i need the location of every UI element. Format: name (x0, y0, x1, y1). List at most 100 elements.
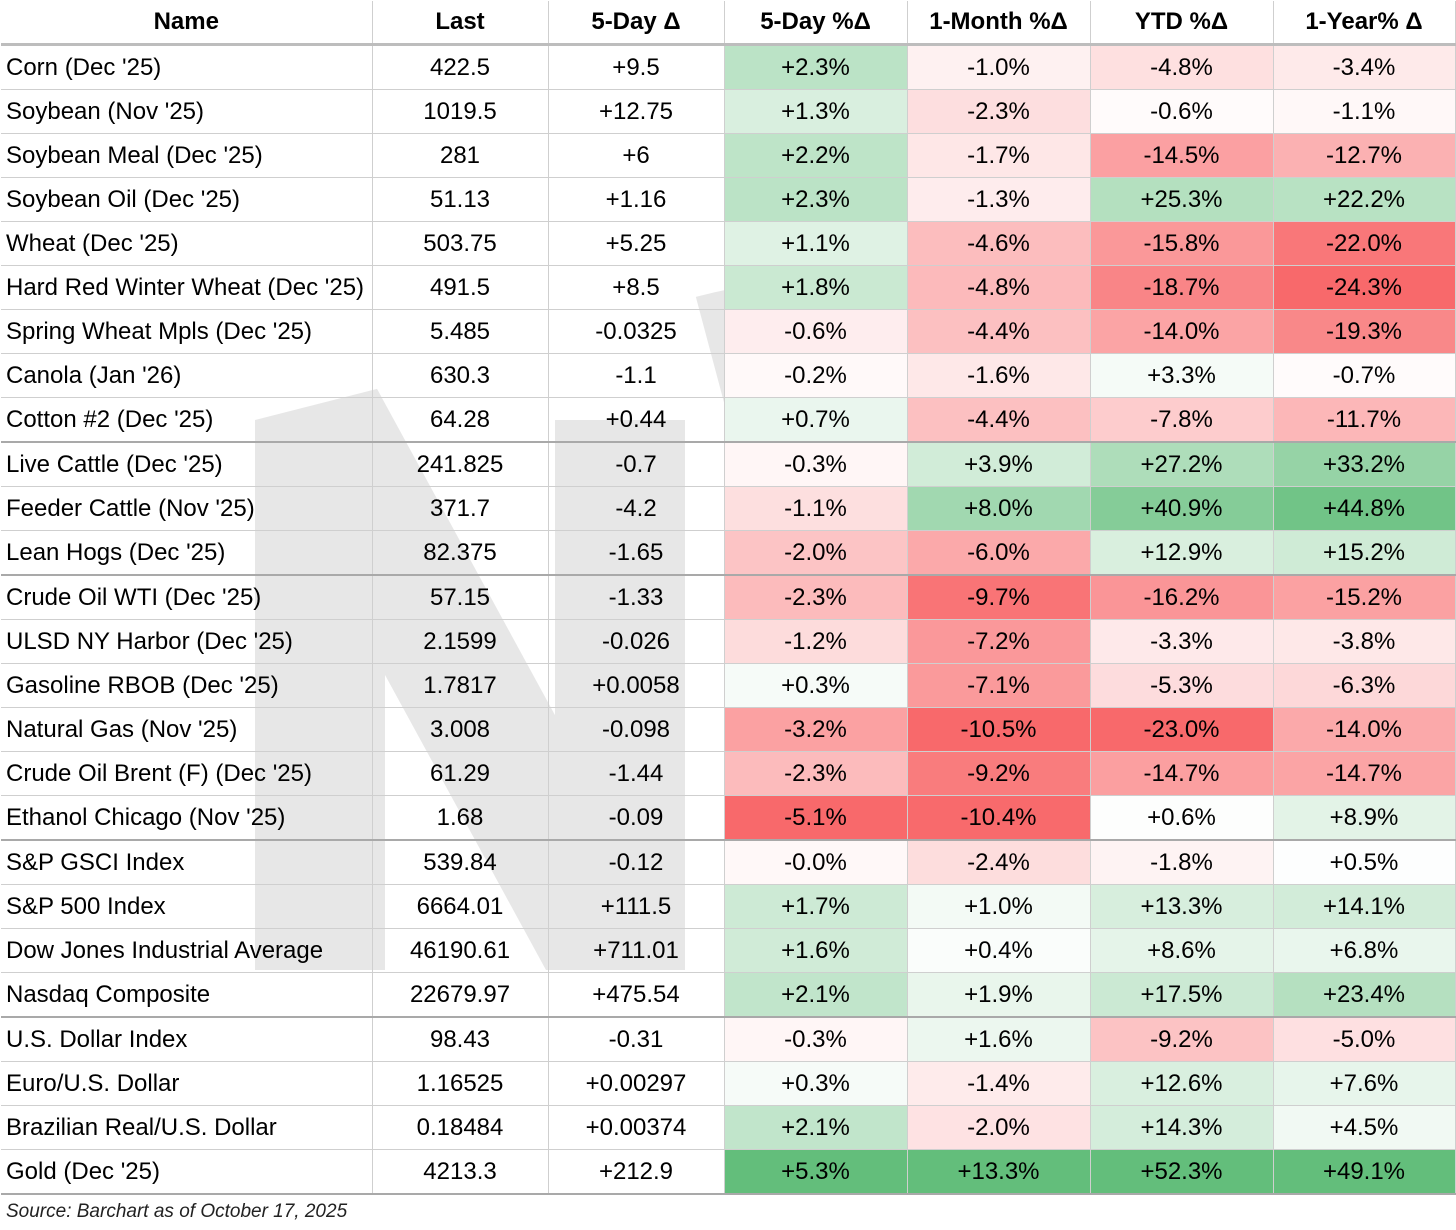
cell-ytd-pct: -14.7% (1090, 751, 1274, 796)
table-row: Hard Red Winter Wheat (Dec '25) 491.5 +8.5… (1, 265, 1456, 310)
table-row: Crude Oil Brent (F) (Dec '25) 61.29 -1.44 -… (1, 751, 1456, 796)
cell-1month-pct: +3.9% (907, 442, 1091, 487)
cell-ytd-pct: -0.6% (1090, 89, 1274, 134)
cell-1month-pct: +0.4% (907, 928, 1091, 973)
cell-ytd-pct: +52.3% (1090, 1149, 1274, 1195)
cell-5day-pct: -0.2% (724, 353, 908, 398)
cell-last: 57.15 (372, 575, 549, 620)
cell-ytd-pct: -3.3% (1090, 619, 1274, 664)
cell-5day-change: +711.01 (548, 928, 725, 973)
cell-5day-pct: +1.8% (724, 265, 908, 310)
table-row: Gasoline RBOB (Dec '25) 1.7817 +0.0058 +0.3… (1, 663, 1456, 708)
cell-ytd-pct: -7.8% (1090, 397, 1274, 443)
cell-5day-change: +0.0058 (548, 663, 725, 708)
cell-name: Hard Red Winter Wheat (Dec '25) (1, 265, 373, 310)
table-row: ULSD NY Harbor (Dec '25) 2.1599 -0.026 -1.2… (1, 619, 1456, 664)
cell-5day-change: -0.026 (548, 619, 725, 664)
cell-5day-change: +475.54 (548, 972, 725, 1018)
header-5day-pct: 5-Day %Δ (724, 1, 908, 46)
cell-1month-pct: +8.0% (907, 486, 1091, 531)
cell-5day-pct: -2.0% (724, 530, 908, 576)
header-5day-change: 5-Day Δ (548, 1, 725, 46)
cell-5day-change: -1.65 (548, 530, 725, 576)
cell-1month-pct: +1.9% (907, 972, 1091, 1018)
cell-5day-change: +0.00374 (548, 1105, 725, 1150)
cell-name: Soybean (Nov '25) (1, 89, 373, 134)
cell-5day-change: -4.2 (548, 486, 725, 531)
cell-1year-pct: +6.8% (1273, 928, 1456, 973)
cell-1month-pct: -4.4% (907, 397, 1091, 443)
cell-last: 241.825 (372, 442, 549, 487)
cell-name: Wheat (Dec '25) (1, 221, 373, 266)
cell-ytd-pct: -5.3% (1090, 663, 1274, 708)
cell-1year-pct: +4.5% (1273, 1105, 1456, 1150)
cell-ytd-pct: +14.3% (1090, 1105, 1274, 1150)
cell-name: Crude Oil Brent (F) (Dec '25) (1, 751, 373, 796)
cell-1year-pct: -5.0% (1273, 1017, 1456, 1062)
table-row: Euro/U.S. Dollar 1.16525 +0.00297 +0.3% -1.4… (1, 1061, 1456, 1106)
cell-name: Corn (Dec '25) (1, 44, 373, 90)
cell-5day-pct: +0.3% (724, 1061, 908, 1106)
table-row: Lean Hogs (Dec '25) 82.375 -1.65 -2.0% -6.0%… (1, 530, 1456, 576)
cell-name: Natural Gas (Nov '25) (1, 707, 373, 752)
cell-5day-change: +8.5 (548, 265, 725, 310)
cell-1month-pct: -6.0% (907, 530, 1091, 576)
cell-name: Soybean Oil (Dec '25) (1, 177, 373, 222)
table-row: Nasdaq Composite 22679.97 +475.54 +2.1% +1.9… (1, 972, 1456, 1018)
cell-name: Cotton #2 (Dec '25) (1, 397, 373, 443)
cell-5day-change: -1.44 (548, 751, 725, 796)
cell-5day-pct: +2.3% (724, 177, 908, 222)
cell-5day-change: +1.16 (548, 177, 725, 222)
cell-1month-pct: +1.6% (907, 1017, 1091, 1062)
cell-1year-pct: -6.3% (1273, 663, 1456, 708)
cell-5day-pct: +0.7% (724, 397, 908, 443)
cell-name: Spring Wheat Mpls (Dec '25) (1, 309, 373, 354)
cell-last: 61.29 (372, 751, 549, 796)
cell-name: Feeder Cattle (Nov '25) (1, 486, 373, 531)
cell-5day-pct: +0.3% (724, 663, 908, 708)
cell-1year-pct: +15.2% (1273, 530, 1456, 576)
table-row: Soybean Oil (Dec '25) 51.13 +1.16 +2.3% -1.3… (1, 177, 1456, 222)
cell-1month-pct: +1.0% (907, 884, 1091, 929)
cell-1year-pct: -3.4% (1273, 44, 1456, 90)
cell-5day-pct: +5.3% (724, 1149, 908, 1195)
table-row: Cotton #2 (Dec '25) 64.28 +0.44 +0.7% -4.4% -… (1, 397, 1456, 443)
cell-name: S&P GSCI Index (1, 840, 373, 885)
cell-last: 281 (372, 133, 549, 178)
header-1year-pct: 1-Year% Δ (1273, 1, 1456, 46)
cell-name: Gasoline RBOB (Dec '25) (1, 663, 373, 708)
cell-5day-change: -1.33 (548, 575, 725, 620)
cell-1month-pct: -2.3% (907, 89, 1091, 134)
cell-last: 64.28 (372, 397, 549, 443)
cell-1month-pct: +13.3% (907, 1149, 1091, 1195)
cell-ytd-pct: -1.8% (1090, 840, 1274, 885)
cell-ytd-pct: -18.7% (1090, 265, 1274, 310)
cell-5day-pct: +1.7% (724, 884, 908, 929)
cell-1year-pct: +33.2% (1273, 442, 1456, 487)
cell-1month-pct: -7.1% (907, 663, 1091, 708)
price-change-table-wrapper: Name Last 5-Day Δ 5-Day %Δ 1-Month %Δ YT… (1, 1, 1456, 1195)
cell-5day-change: -0.098 (548, 707, 725, 752)
cell-5day-pct: +1.6% (724, 928, 908, 973)
cell-5day-change: -1.1 (548, 353, 725, 398)
cell-1year-pct: +22.2% (1273, 177, 1456, 222)
cell-last: 371.7 (372, 486, 549, 531)
cell-name: Ethanol Chicago (Nov '25) (1, 795, 373, 841)
cell-last: 1.7817 (372, 663, 549, 708)
cell-last: 630.3 (372, 353, 549, 398)
cell-1year-pct: +8.9% (1273, 795, 1456, 841)
cell-name: Canola (Jan '26) (1, 353, 373, 398)
cell-name: Dow Jones Industrial Average (1, 928, 373, 973)
cell-ytd-pct: -15.8% (1090, 221, 1274, 266)
cell-ytd-pct: +12.9% (1090, 530, 1274, 576)
cell-ytd-pct: -4.8% (1090, 44, 1274, 90)
cell-5day-change: -0.09 (548, 795, 725, 841)
cell-1year-pct: +7.6% (1273, 1061, 1456, 1106)
cell-1year-pct: +23.4% (1273, 972, 1456, 1018)
cell-ytd-pct: -14.0% (1090, 309, 1274, 354)
cell-ytd-pct: -9.2% (1090, 1017, 1274, 1062)
cell-5day-pct: -0.6% (724, 309, 908, 354)
cell-1month-pct: -1.7% (907, 133, 1091, 178)
cell-last: 3.008 (372, 707, 549, 752)
cell-5day-pct: -5.1% (724, 795, 908, 841)
